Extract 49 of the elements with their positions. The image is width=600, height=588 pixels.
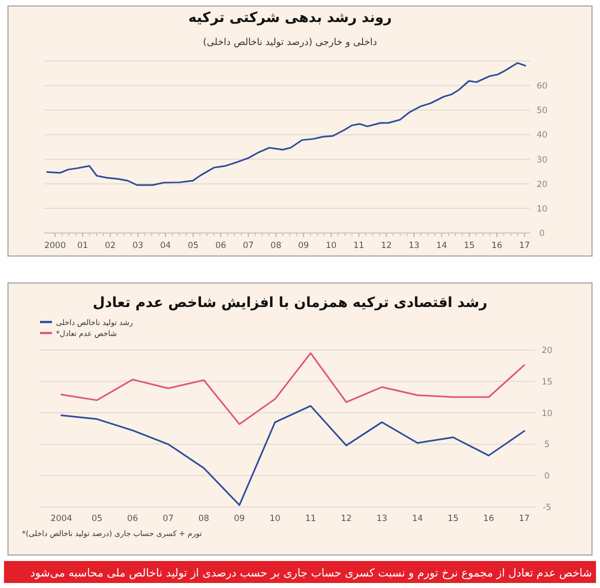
x-tick-label: 09 — [298, 241, 309, 251]
chart-title: روند رشد بدهی شرکتی ترکیه — [188, 10, 392, 26]
y-tick-label: 50 — [536, 106, 548, 116]
y-tick-label: 40 — [536, 130, 548, 141]
x-tick-label: 11 — [353, 241, 364, 251]
chart-title: رشد اقتصادی ترکیه همزمان با افزایش شاخص عدم تعادل — [92, 295, 488, 311]
x-tick-label: 12 — [340, 514, 352, 524]
x-tick-label: 17 — [518, 514, 530, 524]
chart-subtitle: داخلی و خارجی (درصد تولید ناخالص داخلی) — [203, 37, 377, 48]
x-tick-label: 2000 — [44, 241, 66, 251]
x-tick-label: 11 — [305, 514, 316, 524]
x-tick-label: 04 — [160, 241, 171, 251]
x-tick-label: 01 — [77, 241, 88, 251]
x-tick-label: 02 — [104, 241, 116, 251]
x-tick-label: 2004 — [50, 514, 72, 524]
x-tick-label: 12 — [380, 241, 392, 251]
y-tick-label: 10 — [542, 408, 552, 419]
x-tick-label: 13 — [376, 514, 388, 524]
x-tick-label: 05 — [188, 241, 199, 251]
y-tick-label: 20 — [536, 180, 548, 190]
x-tick-label: 16 — [483, 514, 494, 524]
x-tick-label: 07 — [162, 514, 174, 524]
x-tick-label: 14 — [412, 514, 423, 524]
x-tick-label: 05 — [92, 514, 102, 524]
y-tick-label: 10 — [536, 204, 548, 214]
x-tick-label: 08 — [198, 514, 210, 524]
x-tick-label: 10 — [270, 514, 280, 524]
x-tick-label: 15 — [464, 241, 475, 251]
y-tick-label: 0 — [539, 229, 545, 239]
x-tick-label: 14 — [436, 241, 448, 251]
y-tick-label: -5 — [542, 503, 552, 513]
x-tick-label: 06 — [215, 241, 226, 251]
y-tick-label: 60 — [536, 82, 548, 92]
y-tick-label: 20 — [542, 346, 552, 356]
x-tick-label: 16 — [491, 241, 502, 251]
y-tick-label: 15 — [542, 377, 552, 388]
x-tick-label: 13 — [408, 241, 420, 251]
y-tick-label: 5 — [544, 440, 550, 450]
x-tick-label: 15 — [448, 514, 459, 524]
x-tick-label: 08 — [270, 241, 282, 251]
y-tick-label: 0 — [544, 472, 550, 482]
x-tick-label: 17 — [519, 241, 530, 251]
y-tick-label: 30 — [536, 155, 548, 166]
x-tick-label: 03 — [132, 241, 144, 251]
x-tick-label: 09 — [234, 514, 245, 524]
x-tick-label: 07 — [242, 241, 254, 251]
x-tick-label: 10 — [326, 241, 337, 251]
footer-band: شاخص عدم تعادل از مجموع نرخ تورم و نسبت کسری حساب جاری بر حسب درصدی از تولید ناخالص ملی محاسبه می‌شود — [4, 561, 596, 583]
x-tick-label: 06 — [127, 514, 138, 524]
